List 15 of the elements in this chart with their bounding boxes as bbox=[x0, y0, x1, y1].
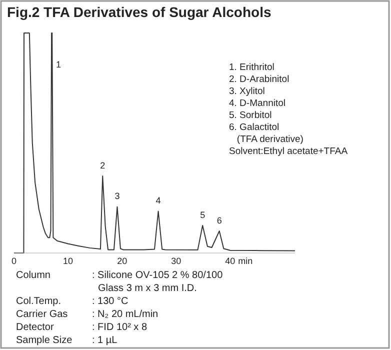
annotation: 6 bbox=[216, 215, 222, 226]
text: Column : Silicone OV-105 2 % 80/100 Glass 3 m x 3 mm I.D. Col.Temp. : 130 °C Carrier Gas : N₂ 20 mL/min Detector : FID 10² x 8 Sample Size : 1 µL bbox=[16, 270, 223, 346]
x-tick-label: 20 bbox=[117, 256, 128, 266]
annotation: 5 bbox=[200, 210, 206, 220]
x-tick-label: 40 bbox=[225, 256, 236, 266]
annotation: 3 bbox=[114, 191, 120, 202]
chart-title: Fig.2 TFA Derivatives of Sugar Alcohols bbox=[7, 4, 272, 20]
annotation: 1 bbox=[56, 59, 62, 70]
x-tick-label: 30 bbox=[171, 256, 182, 266]
x-tick-label: 10 bbox=[63, 256, 74, 266]
annotation: 1. Erithritol 2. D-Arabinitol 3. Xylitol 4. D-Mannitol 5. Sorbitol 6. Galactitol (TFA derivative) Solvent:Ethyl acetate+TFAA bbox=[229, 62, 348, 157]
x-tick-label: 0 bbox=[11, 256, 17, 266]
annotation: 2 bbox=[100, 160, 106, 170]
x-axis-title: min bbox=[238, 256, 253, 266]
annotation: 4 bbox=[156, 196, 161, 206]
